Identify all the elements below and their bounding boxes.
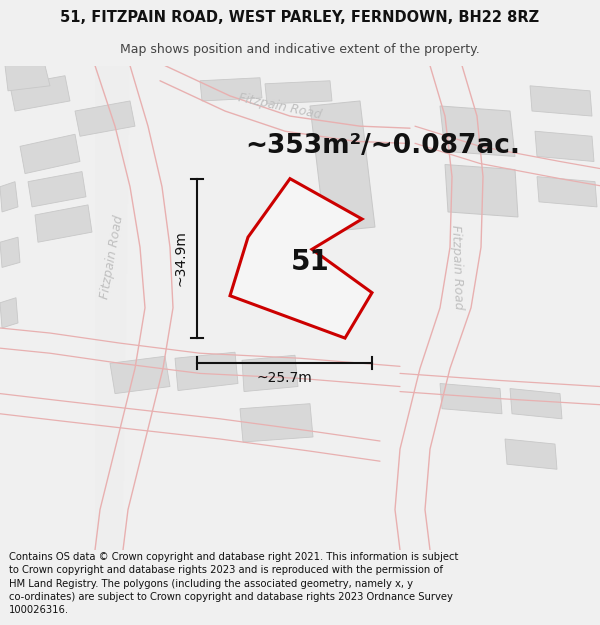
Text: Map shows position and indicative extent of the property.: Map shows position and indicative extent…: [120, 42, 480, 56]
Polygon shape: [5, 66, 50, 91]
Polygon shape: [20, 134, 80, 174]
Text: 51, FITZPAIN ROAD, WEST PARLEY, FERNDOWN, BH22 8RZ: 51, FITZPAIN ROAD, WEST PARLEY, FERNDOWN…: [61, 10, 539, 25]
Polygon shape: [240, 404, 313, 442]
Polygon shape: [530, 86, 592, 116]
Polygon shape: [537, 177, 597, 207]
Text: Fitzpain Road: Fitzpain Road: [237, 91, 323, 121]
Polygon shape: [535, 131, 594, 161]
Polygon shape: [0, 182, 18, 212]
Polygon shape: [510, 389, 562, 419]
Text: 51: 51: [290, 248, 329, 276]
Text: Contains OS data © Crown copyright and database right 2021. This information is : Contains OS data © Crown copyright and d…: [9, 552, 458, 615]
Text: ~353m²/~0.087ac.: ~353m²/~0.087ac.: [245, 133, 520, 159]
Polygon shape: [175, 352, 238, 391]
Text: Fitzpain Road: Fitzpain Road: [98, 214, 126, 300]
Polygon shape: [95, 66, 130, 550]
Polygon shape: [10, 76, 70, 111]
Polygon shape: [230, 179, 372, 338]
Polygon shape: [200, 78, 262, 101]
Polygon shape: [440, 106, 515, 156]
Polygon shape: [445, 164, 518, 217]
Polygon shape: [505, 439, 557, 469]
Polygon shape: [75, 101, 135, 136]
Polygon shape: [35, 205, 92, 242]
Polygon shape: [0, 298, 18, 328]
Polygon shape: [265, 81, 332, 104]
Text: ~34.9m: ~34.9m: [173, 231, 187, 286]
Polygon shape: [110, 356, 170, 394]
Polygon shape: [28, 172, 86, 207]
Polygon shape: [440, 384, 502, 414]
Polygon shape: [0, 237, 20, 268]
Polygon shape: [242, 355, 298, 392]
Text: Fitzpain Road: Fitzpain Road: [449, 225, 465, 310]
Polygon shape: [310, 101, 375, 232]
Text: ~25.7m: ~25.7m: [257, 371, 313, 386]
